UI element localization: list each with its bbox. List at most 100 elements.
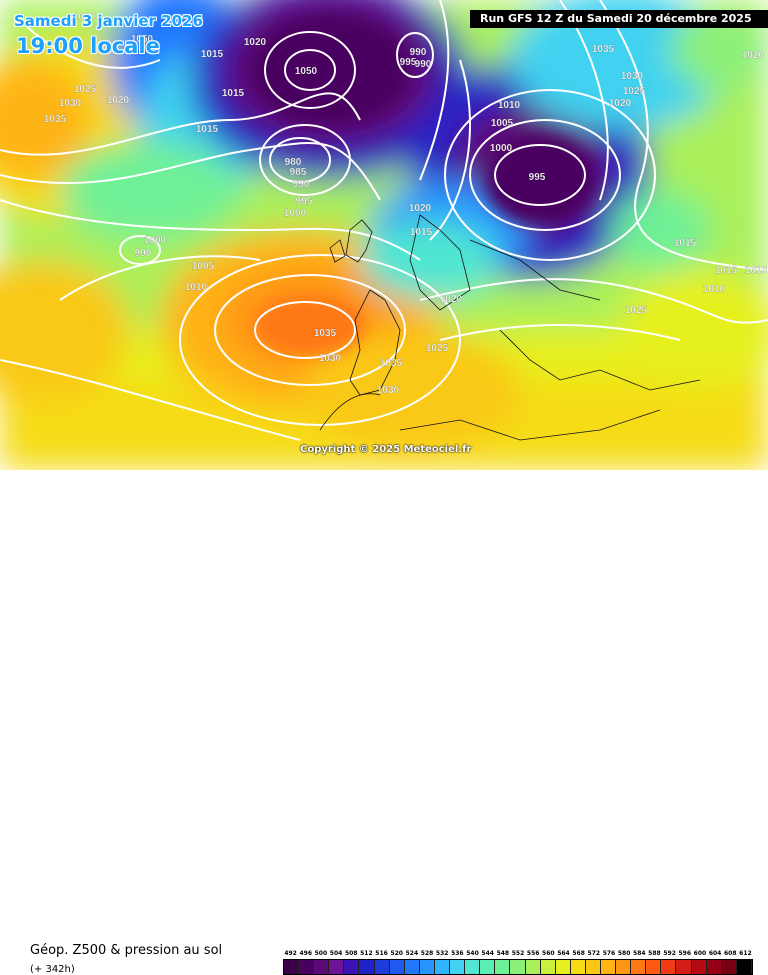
isobar-label: 1020 [107, 95, 130, 106]
scale-label: 600 [693, 950, 707, 957]
scale-swatch [555, 960, 571, 974]
geopotential-core [250, 15, 595, 355]
scale-label: 500 [314, 950, 328, 957]
scale-swatch [661, 960, 677, 974]
scale-swatch [404, 960, 420, 974]
scale-swatch [465, 960, 481, 974]
scale-label: 528 [420, 950, 434, 957]
isobar-label: 990 [410, 47, 427, 58]
isobar-label: 1020 [244, 37, 267, 48]
isobar-label: 1010 [745, 265, 768, 276]
forecast-map: 1020 1050 1015 1020 1050 1015 1015 990 995 990 103… [0, 0, 768, 470]
color-scale-labels: 492 496 500 504 508 512 516 520 524 528 532 536 540 5… [283, 950, 753, 959]
scale-swatch [706, 960, 722, 974]
isobar-label: 990 [135, 248, 152, 259]
forecast-time: 19:00 locale [16, 34, 160, 58]
isobar-label: 1005 [491, 118, 514, 129]
isobar-label: 1015 [201, 49, 224, 60]
isobar-label: 1015 [674, 238, 697, 249]
scale-swatch [721, 960, 737, 974]
scale-swatch [631, 960, 647, 974]
coastlines [319, 214, 701, 441]
isobar-label: 1000 [284, 208, 307, 219]
scale-swatch [344, 960, 360, 974]
scale-swatch [480, 960, 496, 974]
isobar-label: 1010 [185, 282, 208, 293]
scale-swatch [510, 960, 526, 974]
isobar-label: 1025 [74, 84, 97, 95]
scale-label: 588 [648, 950, 661, 957]
isobar-label: 1015 [715, 265, 738, 276]
isobar-label: 990 [293, 179, 310, 190]
scale-label: 592 [663, 950, 676, 957]
scale-swatch [495, 960, 511, 974]
isobar-label: 1020 [73, 12, 96, 23]
scale-label: 516 [375, 950, 388, 957]
isobar-label: 1050 [295, 66, 318, 77]
scale-label: 612 [739, 950, 752, 957]
isobar-label: 990 [415, 59, 432, 70]
scale-swatch [676, 960, 692, 974]
scale-swatch [585, 960, 601, 974]
scale-swatch [450, 960, 466, 974]
scale-label: 536 [451, 950, 464, 957]
scale-label: 568 [572, 950, 585, 957]
product-title: Géop. Z500 & pression au sol [30, 943, 223, 958]
scale-swatch [284, 960, 300, 974]
isobar-label: 1020 [742, 50, 765, 61]
isobar-label: 1035 [380, 358, 403, 369]
scale-label: 604 [708, 950, 722, 957]
scale-swatch [314, 960, 330, 974]
scale-swatch [616, 960, 632, 974]
scale-label: 540 [466, 950, 479, 957]
isobar-label: 995 [400, 57, 417, 68]
scale-label: 580 [617, 950, 631, 957]
scale-swatch [359, 960, 375, 974]
scale-label: 572 [587, 950, 601, 957]
scale-label: 544 [481, 950, 494, 957]
isobar-label: 1030 [621, 71, 644, 82]
scale-swatch [389, 960, 405, 974]
isobar-label: 1000 [490, 143, 513, 154]
scale-label: 548 [496, 950, 510, 957]
scale-swatch [374, 960, 390, 974]
isobar-labels: 1020105010151020105010151015990995990103… [44, 12, 768, 396]
forecast-date: Samedi 3 janvier 2026 [14, 12, 203, 30]
scale-swatch [434, 960, 451, 974]
isobar-label: 1030 [319, 353, 342, 364]
scale-label: 608 [723, 950, 737, 957]
scale-swatch [525, 960, 541, 974]
scale-swatch [419, 960, 435, 974]
isobar-label: 1020 [409, 203, 432, 214]
isobar-label: 1030 [377, 385, 400, 396]
scale-label: 576 [602, 950, 616, 957]
scale-label: 492 [284, 950, 297, 957]
scale-label: 512 [360, 950, 373, 957]
map-canvas: 1020105010151020105010151015990995990103… [0, 0, 768, 470]
isobar-label: 980 [285, 157, 302, 168]
color-scale-bar [283, 959, 753, 975]
scale-swatch [299, 960, 315, 974]
scale-swatch [691, 960, 707, 974]
isobar-label: 1035 [44, 114, 67, 125]
scale-label: 520 [390, 950, 403, 957]
isobar-label: 1010 [498, 100, 521, 111]
scale-label: 496 [299, 950, 312, 957]
isobar-label: 985 [290, 167, 307, 178]
isobar-label: 995 [296, 196, 313, 207]
isobar-label: 1015 [410, 227, 433, 238]
scale-label: 524 [405, 950, 419, 957]
forecast-hour: (+ 342h) [30, 964, 75, 975]
isobar-label: 1025 [426, 343, 449, 354]
isobar-label: 1000 [144, 235, 167, 246]
scale-swatch [570, 960, 586, 974]
isobar-label: 1020 [440, 294, 463, 305]
scale-label: 564 [557, 950, 570, 957]
isobar-label: 1030 [59, 98, 82, 109]
copyright-notice: Copyright © 2025 Meteociel.fr [300, 444, 472, 455]
scale-label: 556 [526, 950, 540, 957]
scale-swatch [646, 960, 662, 974]
scale-swatch [736, 960, 752, 974]
run-banner: Run GFS 12 Z du Samedi 20 décembre 2025 [470, 10, 768, 28]
isobar-label: 1015 [196, 124, 219, 135]
